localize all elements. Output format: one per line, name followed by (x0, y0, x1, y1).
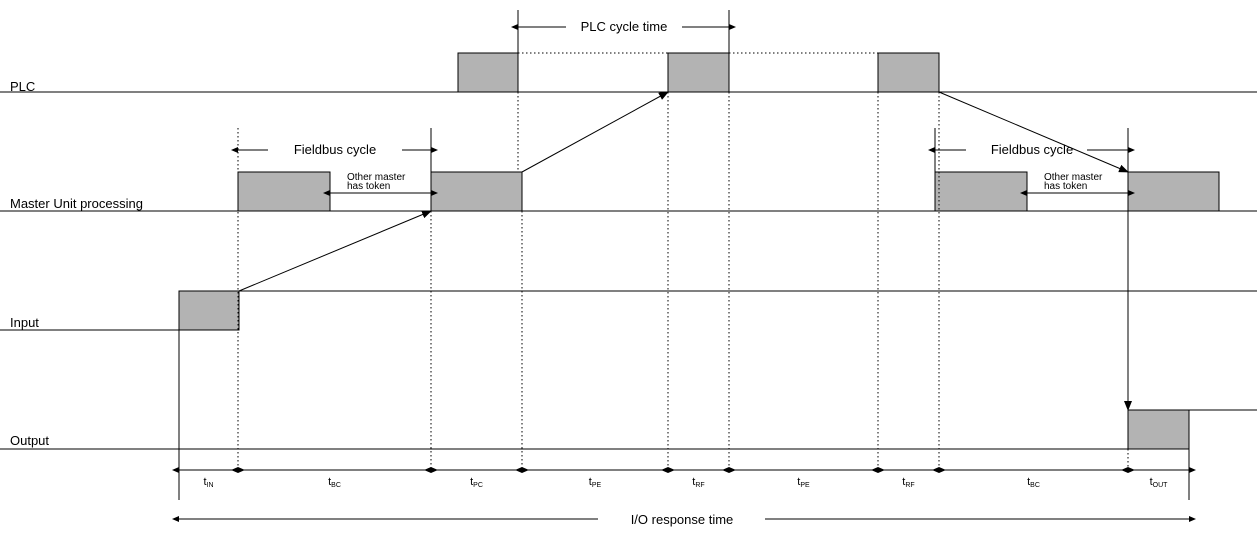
master-block (934, 171, 1028, 212)
segment-label: tPC (470, 476, 483, 489)
master-block (237, 171, 331, 212)
master-track (0, 171, 1257, 212)
fieldbus-cycle-label: Fieldbus cycle (991, 142, 1073, 157)
fieldbus-cycle-label: Fieldbus cycle (294, 142, 376, 157)
track-label-plc: PLC (10, 79, 35, 94)
segment-label: tPE (797, 476, 810, 489)
plc-block (667, 52, 730, 93)
token-note-line1: Other master (347, 172, 406, 183)
output-block (1127, 409, 1190, 450)
segment-label: tRF (902, 476, 914, 489)
fieldbus-cycle-dimension-2: Fieldbus cycle (928, 142, 1135, 157)
output-track (0, 409, 1257, 450)
flow-arrow-master-to-plc (521, 91, 669, 173)
segment-label: tBC (328, 476, 341, 489)
track-label-master: Master Unit processing (10, 196, 143, 211)
fieldbus-cycle-dimension-1: Fieldbus cycle (231, 142, 438, 157)
token-note-line2: has token (347, 181, 390, 192)
output-baseline (0, 409, 1257, 450)
segment-label: tOUT (1150, 476, 1169, 489)
io-response-dimension: I/O response time (172, 512, 1196, 527)
master-block (430, 171, 523, 212)
segment-label: tBC (1027, 476, 1040, 489)
io-response-label: I/O response time (631, 512, 734, 527)
segment-label: tRF (692, 476, 704, 489)
data-flow-arrows (238, 91, 1132, 411)
token-note-2: Other master has token (1020, 172, 1135, 196)
token-note-line2: has token (1044, 181, 1087, 192)
plc-block (457, 52, 519, 93)
segment-label: tIN (203, 476, 213, 489)
track-label-output: Output (10, 433, 49, 448)
segment-label: tPE (589, 476, 602, 489)
input-track (0, 290, 1257, 331)
plc-cycle-dimension: PLC cycle time (511, 19, 736, 34)
plc-cycle-label: PLC cycle time (581, 19, 668, 34)
plc-block (877, 52, 940, 93)
input-block (178, 290, 240, 331)
master-block (1127, 171, 1220, 212)
flow-arrow-input-to-master (238, 210, 432, 292)
flow-arrow-plc-to-master (938, 91, 1129, 173)
track-label-input: Input (10, 315, 39, 330)
plc-track (0, 52, 1257, 93)
token-note-1: Other master has token (323, 172, 438, 196)
timing-segments: tIN tBC tPC tPE tRF tPE tRF tBC tOUT (172, 467, 1196, 489)
token-note-line1: Other master (1044, 172, 1103, 183)
